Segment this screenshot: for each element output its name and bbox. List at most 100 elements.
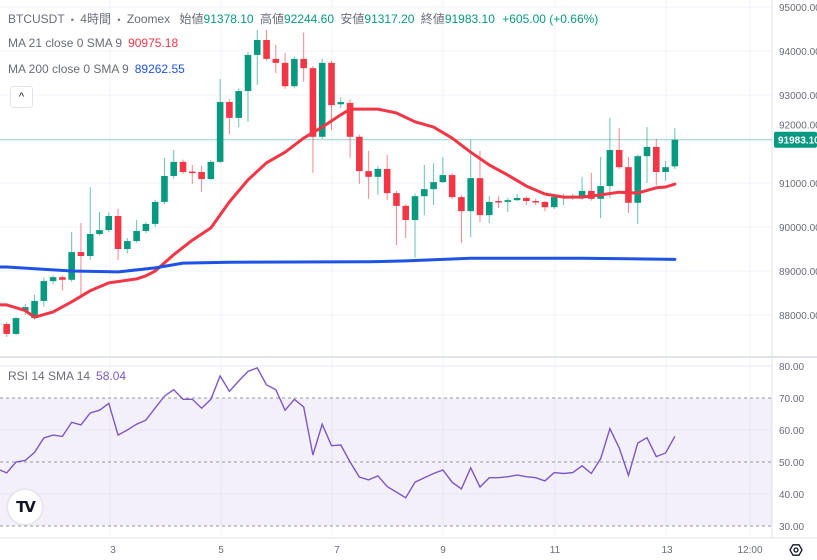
candle-down (393, 193, 400, 206)
candle-down (615, 150, 623, 168)
candle-up (49, 277, 57, 282)
candle-up (337, 102, 345, 105)
ma21-line (0, 107, 677, 319)
candle-down (402, 205, 410, 220)
rsi-label: RSI 14 SMA 14 (8, 369, 91, 383)
candles (3, 29, 679, 337)
low-value: 91317.20 (364, 12, 415, 26)
time-tick-label: 7 (334, 545, 340, 556)
candle-up (671, 139, 679, 167)
rsi-tick-label: 40.00 (779, 490, 804, 501)
candle-up (31, 300, 38, 319)
ma21-legend[interactable]: MA 21 close 0 SMA 9 90975.18 (8, 36, 178, 50)
candle-down (346, 102, 354, 137)
current-price-label: 91983.10 (778, 136, 817, 147)
candle-up (411, 196, 419, 220)
candle-down (77, 252, 85, 257)
high-label: 高値 (259, 12, 284, 26)
time-tick-label: 11 (550, 545, 561, 556)
candle-up (439, 175, 447, 183)
candle-up (133, 230, 140, 242)
high-value: 92244.60 (283, 12, 335, 26)
time-tick-label: 5 (218, 545, 224, 556)
rsi-pane (0, 367, 676, 499)
ma200-legend[interactable]: MA 200 close 0 SMA 9 89262.55 (8, 62, 185, 76)
symbol-legend: BTCUSDT • 4時間 • Zoomex 始値91378.10 高値9224… (8, 10, 598, 27)
rsi-band (0, 365, 772, 527)
candle-up (12, 318, 20, 334)
candle-down (309, 68, 317, 137)
candle-up (643, 146, 651, 157)
close-value: 91983.10 (444, 12, 495, 26)
candle-down (300, 58, 307, 69)
settings-gear-icon[interactable] (789, 544, 803, 556)
candle-down (356, 136, 363, 172)
axes[interactable]: 95000.00 94000.00 93000.00 92000.00 91000.00… (110, 3, 817, 556)
price-tick-label: 95000.00 (779, 3, 817, 14)
change-value: +605.00 (+0.66%) (502, 12, 599, 26)
candle-up (105, 216, 113, 231)
close-label: 終値 (420, 12, 445, 26)
rsi-line (0, 367, 676, 499)
candle-up (430, 182, 437, 190)
candle-up (124, 241, 131, 249)
candle-up (374, 168, 382, 177)
candle-up (21, 307, 29, 311)
candle-down (281, 62, 289, 87)
ma-lines (0, 107, 677, 319)
open-label: 始値 (179, 12, 204, 26)
candle-down (448, 175, 456, 198)
candle-up (96, 230, 103, 235)
candle-down (458, 197, 465, 212)
candle-up (485, 201, 493, 216)
time-tick-label: 3 (110, 545, 116, 556)
rsi-tick-label: 30.00 (779, 522, 804, 533)
price-tick-label: 94000.00 (779, 47, 817, 58)
rsi-value: 58.04 (96, 369, 127, 383)
interval[interactable]: 4時間 (80, 12, 111, 26)
candle-up (504, 200, 512, 202)
separator: • (70, 15, 74, 25)
candle-up (597, 186, 604, 199)
candle-down (383, 168, 391, 194)
candle-up (606, 150, 614, 187)
candle-up (513, 197, 521, 201)
rsi-tick-label: 70.00 (779, 394, 804, 405)
low-label: 安値 (340, 12, 365, 26)
candle-up (142, 223, 150, 231)
tradingview-logo[interactable]: TV (8, 490, 42, 524)
candle-down (653, 146, 660, 172)
candle-up (216, 102, 224, 162)
ma200-value: 89262.55 (134, 62, 185, 76)
price-tick-label: 93000.00 (779, 91, 817, 102)
ma200-line (0, 256, 677, 274)
rsi-legend[interactable]: RSI 14 SMA 14 58.04 (8, 369, 126, 383)
price-tick-label: 90000.00 (779, 223, 817, 234)
open-value: 91378.10 (203, 12, 254, 26)
candle-up (151, 201, 159, 224)
price-tick-label: 92000.00 (779, 121, 817, 132)
candle-up (40, 281, 48, 301)
rsi-tick-label: 50.00 (779, 458, 804, 469)
price-tick-label: 91000.00 (779, 179, 817, 190)
gear-outline (789, 544, 803, 556)
collapse-legend-button[interactable]: ^ (10, 86, 33, 108)
candle-down (532, 201, 539, 203)
candle-down (272, 58, 280, 63)
current-price-tag (774, 131, 817, 148)
candle-down (625, 167, 632, 203)
candle-up (235, 91, 242, 118)
rsi-tick-label: 60.00 (779, 426, 804, 437)
candle-up (318, 62, 326, 137)
candle-up (550, 197, 558, 208)
candle-down (114, 216, 122, 249)
candle-down (495, 201, 502, 203)
symbol[interactable]: BTCUSDT (8, 12, 65, 26)
exchange: Zoomex (126, 12, 171, 26)
candle-up (86, 234, 94, 257)
price-tick-label: 88000.00 (779, 311, 817, 322)
ma21-label: MA 21 close 0 SMA 9 (8, 36, 123, 50)
candle-up (467, 178, 474, 212)
candle-down (365, 171, 372, 177)
